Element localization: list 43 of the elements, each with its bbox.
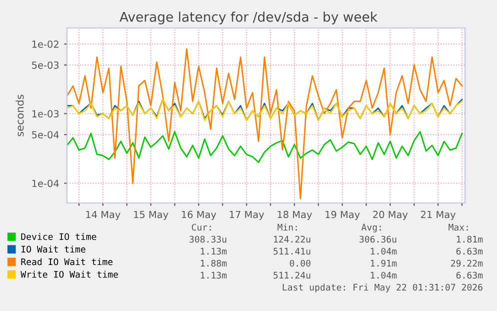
text: 6.63m <box>456 248 483 255</box>
text: 1.04m <box>370 248 397 255</box>
legend-label: Read IO Wait time <box>21 258 113 266</box>
y-tick-label: 1e-04 <box>32 180 59 188</box>
text: Avg: <box>361 224 381 232</box>
legend-label: Device IO time <box>21 233 96 240</box>
text: 1.88m <box>200 260 227 267</box>
legend-label: IO Wait time <box>22 246 86 253</box>
x-tick-label: 19 May <box>326 210 360 220</box>
x-tick-label: 21 May <box>421 210 456 220</box>
legend-label: Write IO Wait time <box>20 270 118 278</box>
text: 0.00 <box>290 260 310 267</box>
line-series <box>67 131 463 163</box>
y-tick-label: 5e-04 <box>32 131 59 138</box>
text: 29.22m <box>451 260 483 267</box>
text: 511.41u <box>274 248 310 255</box>
text: 306.36u <box>360 236 396 243</box>
text: 1.91m <box>370 260 397 267</box>
text: Max: <box>448 224 468 231</box>
y-tick-label: 1e-02 <box>32 40 58 48</box>
x-tick-label: 20 May <box>373 210 408 220</box>
y-tick-label: 5e-03 <box>32 61 59 69</box>
line-series <box>67 48 463 200</box>
x-tick-label: 17 May <box>230 210 264 220</box>
text: 6.63m <box>456 272 483 279</box>
x-tick-label: 14 May <box>86 210 120 220</box>
y-tick-label: 1e-03 <box>32 110 59 118</box>
text: 1.13m <box>200 248 227 255</box>
x-tick-label: 15 May <box>134 210 168 220</box>
x-tick-label: 16 May <box>182 210 216 220</box>
text: Cur: <box>192 224 211 231</box>
text: 511.24u <box>274 272 310 279</box>
y-axis-title: seconds <box>16 94 24 136</box>
chart-title: Average latency for /dev/sda - by week <box>120 12 378 24</box>
text: Last update: Fri May 22 01:31:07 2026 <box>282 284 482 292</box>
text: 1.04m <box>370 272 397 279</box>
text: 124.22u <box>274 236 310 243</box>
text: Min: <box>278 224 297 231</box>
text: 1.13m <box>200 272 227 279</box>
text: 1.81m <box>456 236 483 243</box>
line-series <box>67 98 463 122</box>
x-tick-label: 18 May <box>278 210 312 220</box>
text: 308.33u <box>190 236 226 243</box>
